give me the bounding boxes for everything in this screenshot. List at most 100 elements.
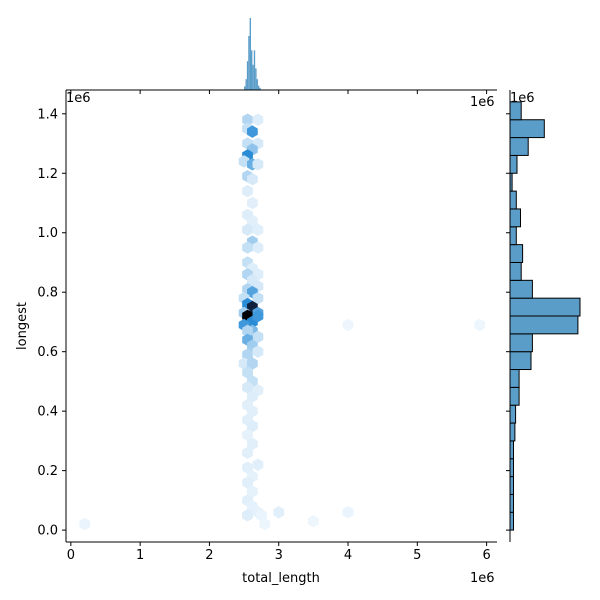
y-tick-label: 0.0: [37, 524, 58, 539]
hexbin-cell: [474, 318, 486, 332]
top-hist-bar: [257, 85, 260, 90]
right-hist-bar: [509, 369, 520, 388]
top-hist-bar: [251, 50, 253, 90]
hexbin-cell: [252, 345, 264, 358]
top-hist-bar: [246, 61, 249, 90]
hexbin-cell: [247, 125, 258, 138]
right-hist-bar: [509, 279, 533, 299]
hexbin-cell: [342, 506, 354, 519]
x-tick-label: 5: [413, 548, 421, 563]
hexbin-cell: [247, 485, 258, 498]
hexbin-cell: [242, 446, 253, 459]
top-hist-bar: [245, 79, 247, 90]
hexbin-cell: [252, 241, 264, 254]
right-hist-bar: [509, 261, 522, 281]
hexbin-layer: [79, 113, 486, 531]
x-tick-label: 4: [344, 548, 352, 563]
hexbin-cell: [252, 223, 264, 236]
x-tick-label: 1: [136, 548, 144, 563]
y-axis-label: longest: [15, 302, 30, 350]
hexbin-cell: [79, 517, 91, 531]
hexbin-cell: [252, 291, 264, 305]
hexbin-cell: [242, 428, 253, 442]
hexbin-cell: [252, 330, 264, 344]
right-hist-ticks: [506, 113, 510, 531]
hexbin-cell: [242, 241, 253, 254]
right-marginal-histogram: [509, 101, 581, 531]
y-tick-label: 0.2: [37, 464, 58, 479]
hexbin-cell: [247, 437, 258, 451]
right-hist-bar: [509, 404, 517, 424]
right-hist-bar: [509, 476, 514, 495]
hexbin-cell: [242, 184, 253, 198]
right-hist-bar: [509, 119, 545, 139]
y-tick-label: 0.8: [37, 286, 58, 301]
top-hist-x-offset-label: 1e6: [470, 95, 495, 110]
x-tick-label: 0: [67, 548, 75, 563]
y-tick-label: 1.0: [37, 226, 58, 241]
hexbin-cell: [252, 158, 264, 171]
y-tick-label: 0.4: [37, 405, 58, 420]
hexbin-cell: [247, 419, 258, 433]
right-hist-bar: [509, 333, 533, 353]
y-offset-label: 1e6: [66, 91, 91, 106]
top-hist-bar: [248, 36, 250, 90]
top-marginal-histogram: [244, 18, 261, 90]
hexbin-cell: [242, 366, 253, 379]
hexbin-cell: [242, 461, 253, 474]
hexbin-cell: [256, 509, 267, 522]
y-tick-label: 1.4: [37, 107, 58, 122]
right-hist-bar: [509, 190, 517, 210]
x-tick-label: 2: [205, 548, 213, 563]
hexbin-cell: [342, 318, 354, 332]
hexbin-cell: [252, 113, 264, 126]
top-hist-bar: [259, 87, 261, 90]
top-hist-bar: [256, 79, 258, 90]
right-hist-bar: [509, 315, 579, 335]
right-hist-bar: [509, 208, 521, 228]
hexbin-cell: [252, 458, 264, 471]
top-hist-bar: [255, 68, 257, 90]
right-hist-bar: [509, 154, 518, 174]
hexbin-cell: [247, 196, 258, 210]
hexbin-cell: [247, 173, 258, 186]
x-axis-ticks: 0 1 2 3 4 5 6: [67, 542, 491, 563]
top-hist-bar: [244, 86, 246, 90]
right-hist-bar: [509, 226, 517, 246]
hexbin-cell: [247, 214, 258, 228]
hexbin-cell: [242, 324, 253, 338]
y-axis-ticks: 0.0 0.2 0.4 0.6 0.8 1.0 1.2 1.4: [37, 107, 66, 539]
right-hist-bar: [509, 351, 532, 371]
right-hist-bar: [509, 244, 524, 263]
hexbin-cell: [242, 476, 253, 489]
top-hist-ticks: [70, 90, 488, 94]
right-hist-bar: [509, 297, 581, 317]
right-hist-bar: [509, 386, 520, 406]
x-axis-label: total_length: [242, 571, 320, 586]
hexbin-cell: [242, 113, 253, 126]
hexbin-cell: [247, 404, 258, 418]
right-hist-bar: [509, 422, 516, 442]
y-tick-label: 1.2: [37, 167, 58, 182]
hexbin-cell: [238, 155, 250, 168]
top-hist-bar: [249, 18, 252, 90]
hexbin-cell: [238, 357, 250, 370]
hexbin-cell: [308, 514, 319, 528]
y-tick-label: 0.6: [37, 345, 58, 360]
hexbin-cell: [273, 506, 285, 519]
x-tick-label: 3: [275, 548, 283, 563]
right-hist-bar: [509, 440, 514, 460]
hexbin-cell: [242, 509, 253, 522]
hexbin-cell: [242, 348, 253, 361]
right-hist-bar: [509, 493, 514, 513]
hexbin-cell: [247, 390, 258, 403]
right-hist-y-offset-label: 1e6: [510, 91, 535, 106]
hexbin-cell: [247, 357, 258, 370]
right-hist-bar: [509, 511, 514, 531]
x-tick-label: 6: [482, 548, 490, 563]
top-hist-bar: [253, 50, 256, 90]
hexbin-cell: [242, 223, 253, 236]
right-hist-bar: [509, 458, 514, 478]
hexbin-cell: [242, 381, 253, 394]
